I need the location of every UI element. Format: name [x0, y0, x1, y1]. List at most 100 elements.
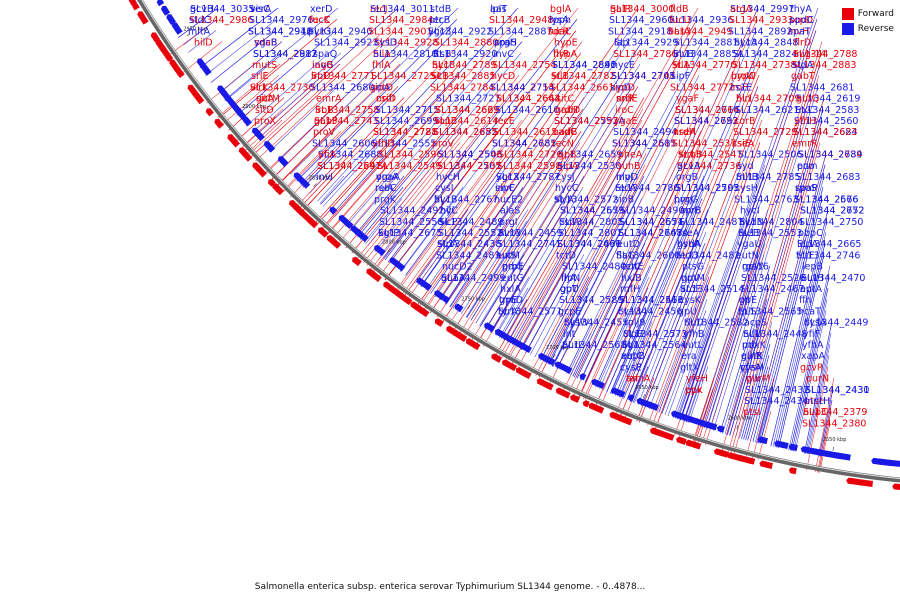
gene-label-reverse: SL1344_2585 [612, 138, 676, 149]
gene-label-reverse: cysU [618, 306, 641, 317]
gene-label-reverse: invG [312, 60, 334, 71]
gene-label-forward: mutS [252, 60, 277, 71]
gene-label-reverse: pdxK [742, 340, 767, 351]
gene-label-reverse: eutM [496, 250, 520, 261]
gene-label-forward: SL1344_2664 [675, 105, 739, 116]
gene-label-reverse: apl [800, 284, 815, 295]
gene-leader-line [685, 355, 710, 423]
gene-label-forward: gabP [314, 116, 338, 127]
gene-label-reverse: SL1344_2583 [795, 105, 859, 116]
gene-label-forward: nrdE [616, 94, 638, 105]
gene-label-reverse: SL1344_2767 [434, 194, 498, 205]
gene-label-reverse: trmD [499, 295, 523, 306]
gene-leader-line [758, 388, 774, 444]
reverse-gene-arrow [263, 140, 276, 153]
gene-leader-line [680, 175, 765, 421]
forward-gene-arrow [468, 339, 481, 351]
gene-label-reverse: yfhB [683, 329, 705, 340]
gene-leader-line [417, 75, 580, 305]
gene-label-forward: hycD [491, 71, 515, 82]
gene-label-forward: gipA [557, 161, 579, 172]
gene-label-reverse: SL1344_2804 [739, 217, 803, 228]
gene-leader-line [444, 265, 471, 304]
forward-gene-arrow [892, 483, 900, 491]
gene-label-reverse: SL1344_2785 [736, 172, 800, 183]
gene-leader-line [703, 231, 767, 428]
gene-label-reverse: SL1344_2929 [614, 38, 678, 49]
gene-leader-line [442, 108, 584, 322]
gene-label-reverse: SL1344_2676 [794, 194, 858, 205]
gene-label-reverse: SL1344_2917 [253, 49, 317, 60]
gene-label-forward: gcvR [800, 362, 824, 373]
gene-leader-line [552, 299, 588, 367]
gene-leader-line [644, 254, 705, 408]
gene-leader-line [448, 119, 583, 326]
gene-leader-line [394, 175, 465, 268]
gene-label-reverse: SL1344_2431 [805, 385, 869, 396]
gene-label-reverse: eutA [800, 284, 823, 295]
gene-leader-line [254, 7, 399, 137]
gene-label-forward: csiD [376, 94, 396, 105]
gene-label-reverse: SL1344_2882 [253, 49, 317, 60]
gene-label-reverse: ygcZ [428, 26, 452, 37]
gene-label-reverse: grpE [502, 262, 524, 273]
gene-leader-line [636, 377, 655, 422]
gene-leader-line [499, 7, 699, 357]
gene-label-reverse: SL1344_2763 [734, 194, 798, 205]
legend-forward: Forward [841, 6, 894, 21]
gene-leader-line [317, 108, 404, 202]
gene-leader-line [387, 19, 578, 263]
gene-leader-line [404, 52, 582, 296]
reverse-gene-arrow [710, 423, 718, 431]
gene-label-reverse: rluD [684, 318, 704, 329]
gene-leader-line [357, 41, 523, 238]
gene-label-reverse: prgH [494, 38, 517, 49]
gene-label-reverse: prgJ [674, 194, 693, 205]
gene-label-reverse: sicP [439, 217, 458, 228]
gene-label-reverse: SL1344_2459 [498, 228, 562, 239]
gene-leader-line [315, 63, 461, 223]
gene-leader-line [218, 18, 338, 119]
gene-leader-line [664, 299, 708, 415]
reverse-gene-arrow [160, 5, 171, 16]
reverse-gene-arrow [171, 22, 183, 35]
gene-leader-line [277, 41, 403, 162]
kbp-tick-mark [387, 248, 391, 252]
gene-label-forward: ptsH [804, 396, 826, 407]
gene-leader-line [743, 343, 771, 440]
gene-label-forward: SL1344_2984 [369, 15, 433, 26]
gene-leader-line [454, 131, 582, 330]
gene-leader-line [634, 220, 708, 404]
gene-label-forward: fldB [670, 4, 689, 15]
gene-label-reverse: SL1344_2746 [796, 250, 860, 261]
gene-label-forward: iroE [730, 82, 748, 93]
reverse-gene-arrow [253, 129, 265, 142]
gene-leader-line [363, 142, 461, 263]
gene-leader-line [490, 175, 585, 333]
gene-leader-line [445, 19, 638, 305]
gene-label-reverse: gpU [560, 284, 579, 295]
legend-forward-label: Forward [857, 8, 894, 19]
gene-leader-line [597, 30, 757, 388]
forward-gene-arrow [132, 3, 140, 11]
gene-label-forward: csiE [732, 138, 751, 149]
gene-label-forward: SL1344_2786 [613, 49, 677, 60]
gene-label-reverse: cysI [435, 183, 454, 194]
gene-label-reverse: relA [375, 183, 394, 194]
gene-leader-line [697, 52, 822, 443]
gene-label-reverse: SL1344_2673 [560, 206, 624, 217]
gene-label-reverse: SL1344_3011 [370, 4, 434, 15]
gene-leader-line [374, 209, 409, 252]
gene-label-forward: hilD [194, 38, 213, 49]
gene-label-reverse: gcvH [190, 4, 214, 15]
forward-gene-arrow [664, 432, 675, 441]
kbp-tick-label: 2700 kbp [546, 345, 570, 351]
gene-label-forward: srlR [616, 94, 634, 105]
reverse-gene-arrow [686, 415, 703, 426]
reverse-gene-arrow [338, 214, 354, 230]
gene-label-reverse: mltB [736, 172, 758, 183]
gene-label-forward: SL1344_2880 [434, 38, 498, 49]
gene-leader-line [632, 366, 649, 403]
reverse-gene-arrow [277, 156, 289, 167]
forward-gene-arrow [177, 70, 185, 79]
